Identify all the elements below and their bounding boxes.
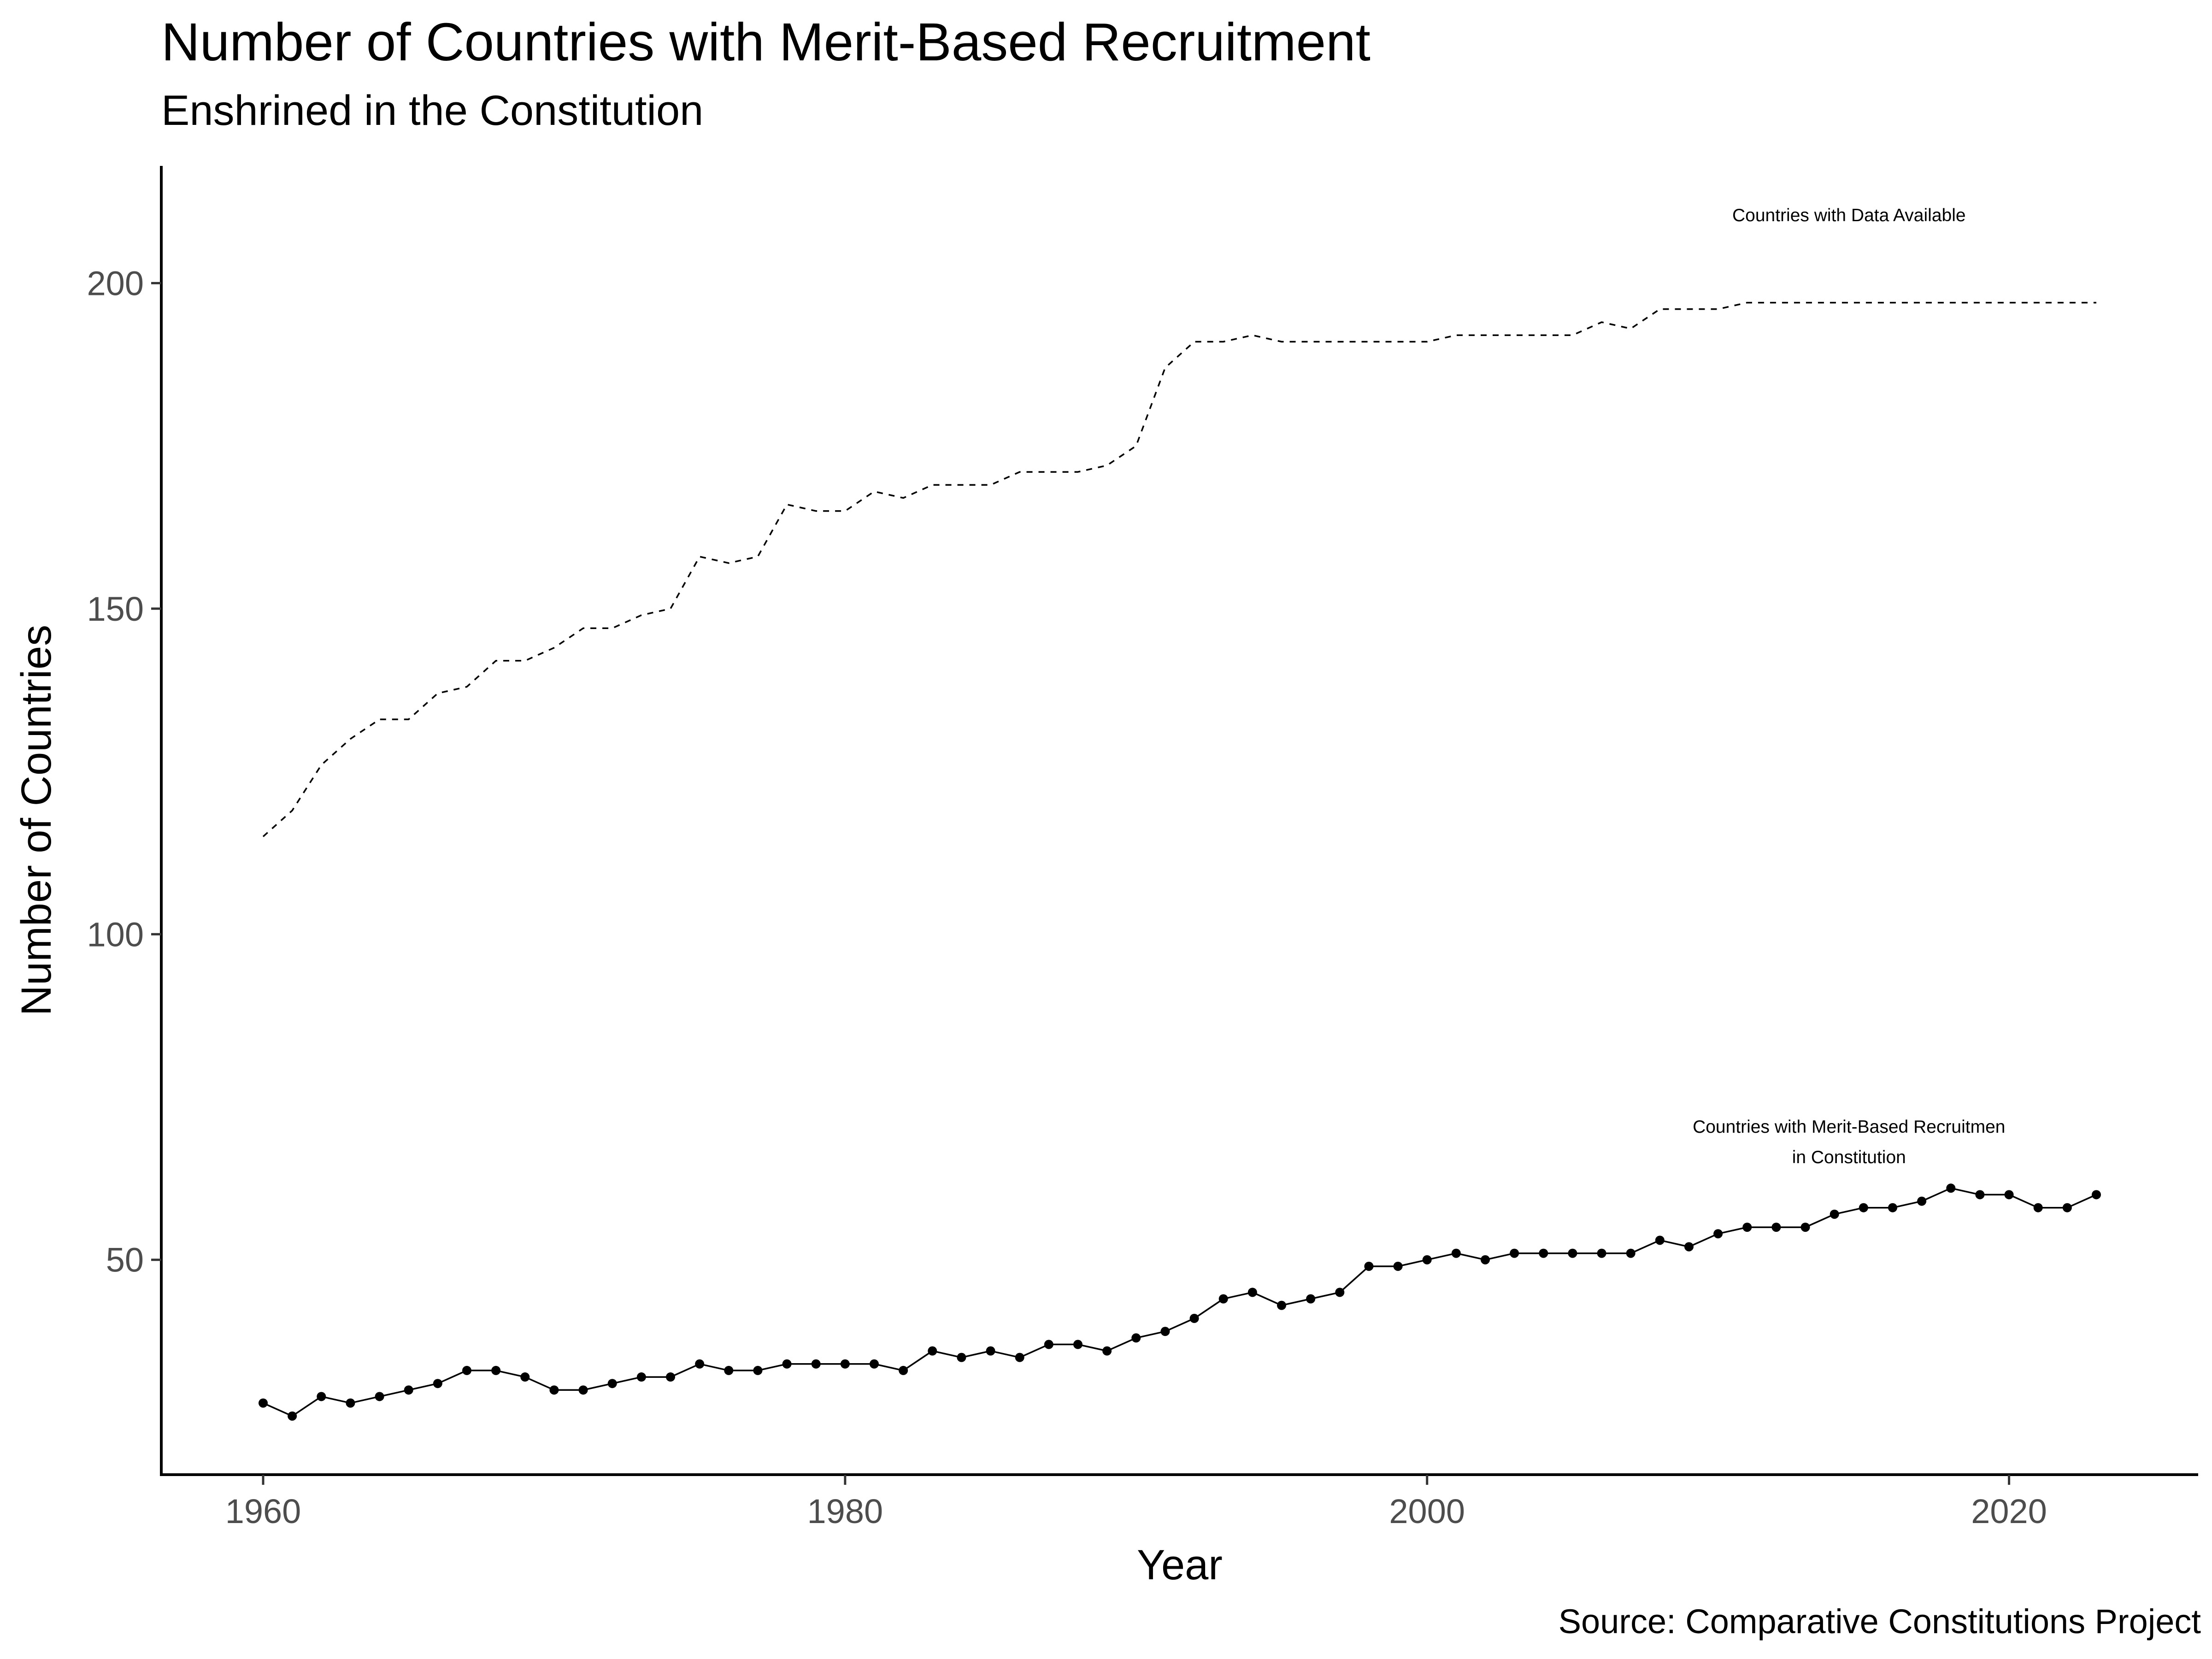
data-point: [1451, 1248, 1461, 1258]
series-line-1: [262, 301, 2096, 837]
data-point: [1597, 1248, 1606, 1258]
annotation-label: Countries with Merit-Based Recruitmen in …: [1693, 1117, 2005, 1167]
data-point: [1015, 1353, 1024, 1362]
data-point: [1771, 1223, 1781, 1232]
data-point: [1481, 1255, 1490, 1265]
data-point: [520, 1372, 530, 1382]
data-point: [1742, 1223, 1752, 1232]
data-point: [1131, 1333, 1141, 1343]
data-point: [724, 1365, 734, 1375]
data-point: [433, 1379, 442, 1388]
data-point: [462, 1365, 471, 1375]
data-point: [1684, 1242, 1694, 1252]
data-point: [1306, 1294, 1316, 1304]
data-point: [1655, 1235, 1665, 1245]
data-point: [1073, 1340, 1082, 1349]
data-point: [1102, 1346, 1112, 1356]
data-point: [2033, 1203, 2043, 1212]
data-point: [1510, 1248, 1519, 1258]
data-point: [1568, 1248, 1577, 1258]
data-point: [375, 1392, 384, 1401]
x-tick-label: 2000: [1389, 1492, 1465, 1530]
data-point: [1888, 1203, 1897, 1212]
data-point: [1830, 1209, 1839, 1219]
data-point: [636, 1372, 646, 1382]
data-point: [578, 1385, 588, 1395]
data-point: [317, 1392, 326, 1401]
data-point: [957, 1353, 966, 1362]
x-ticks: 1960 1980 2000 2020: [225, 1475, 2047, 1530]
data-point: [346, 1398, 355, 1408]
data-point: [870, 1359, 879, 1369]
data-point: [928, 1346, 937, 1356]
data-point: [549, 1385, 559, 1395]
data-point: [1975, 1190, 1985, 1200]
data-point: [288, 1411, 297, 1421]
annotation-line: in Constitution: [1792, 1147, 1906, 1167]
data-point: [695, 1359, 705, 1369]
data-point: [491, 1365, 501, 1375]
annotation-line: Countries with Merit-Based Recruitmen: [1693, 1117, 2005, 1137]
data-point: [899, 1365, 908, 1375]
x-tick-label: 1980: [807, 1492, 883, 1530]
data-point: [1247, 1288, 1257, 1297]
data-point: [1044, 1340, 1053, 1349]
data-point: [1189, 1313, 1199, 1323]
x-tick-label: 1960: [225, 1492, 301, 1530]
data-point: [2004, 1190, 2014, 1200]
data-point: [1422, 1255, 1432, 1265]
data-point: [1277, 1300, 1286, 1310]
data-point: [1946, 1183, 1956, 1193]
data-point: [1160, 1327, 1170, 1336]
y-tick-label: 200: [87, 264, 144, 302]
data-point: [811, 1359, 821, 1369]
data-point: [753, 1365, 763, 1375]
data-point: [1859, 1203, 1868, 1212]
data-point: [259, 1398, 268, 1408]
y-ticks: 50 100 150 200: [87, 264, 161, 1279]
axes: [160, 166, 2198, 1476]
data-point: [404, 1385, 413, 1395]
data-point: [1713, 1229, 1723, 1239]
chart-subtitle: Enshrined in the Constitution: [161, 87, 704, 134]
data-point: [1917, 1196, 1927, 1206]
series-line-2: [263, 1187, 2097, 1417]
y-tick-label: 150: [87, 590, 144, 628]
data-point: [1800, 1223, 1810, 1232]
y-axis-title: Number of Countries: [13, 625, 60, 1016]
x-axis-title: Year: [1137, 1541, 1223, 1588]
series-layer: [259, 301, 2101, 1421]
annotation-line: Countries with Data Available: [1732, 206, 1966, 225]
x-tick-label: 2020: [1971, 1492, 2047, 1530]
data-point: [2092, 1190, 2101, 1200]
data-point: [840, 1359, 850, 1369]
data-point: [1393, 1261, 1403, 1271]
annotation-label: Countries with Data Available: [1732, 206, 1966, 225]
data-point: [782, 1359, 792, 1369]
data-point: [2062, 1203, 2072, 1212]
data-point: [1539, 1248, 1548, 1258]
data-point: [986, 1346, 995, 1356]
data-point: [666, 1372, 675, 1382]
chart-caption: Source: Comparative Constitutions Projec…: [1558, 1602, 2201, 1641]
data-point: [1364, 1261, 1374, 1271]
data-point: [1335, 1288, 1345, 1297]
chart-title: Number of Countries with Merit-Based Rec…: [161, 12, 1371, 72]
data-point: [1218, 1294, 1228, 1304]
y-tick-label: 50: [106, 1241, 144, 1279]
data-point: [607, 1379, 617, 1388]
data-point: [1626, 1248, 1635, 1258]
y-tick-label: 100: [87, 915, 144, 953]
annotation-layer: Countries with Data Available Countries w…: [1693, 206, 2005, 1167]
